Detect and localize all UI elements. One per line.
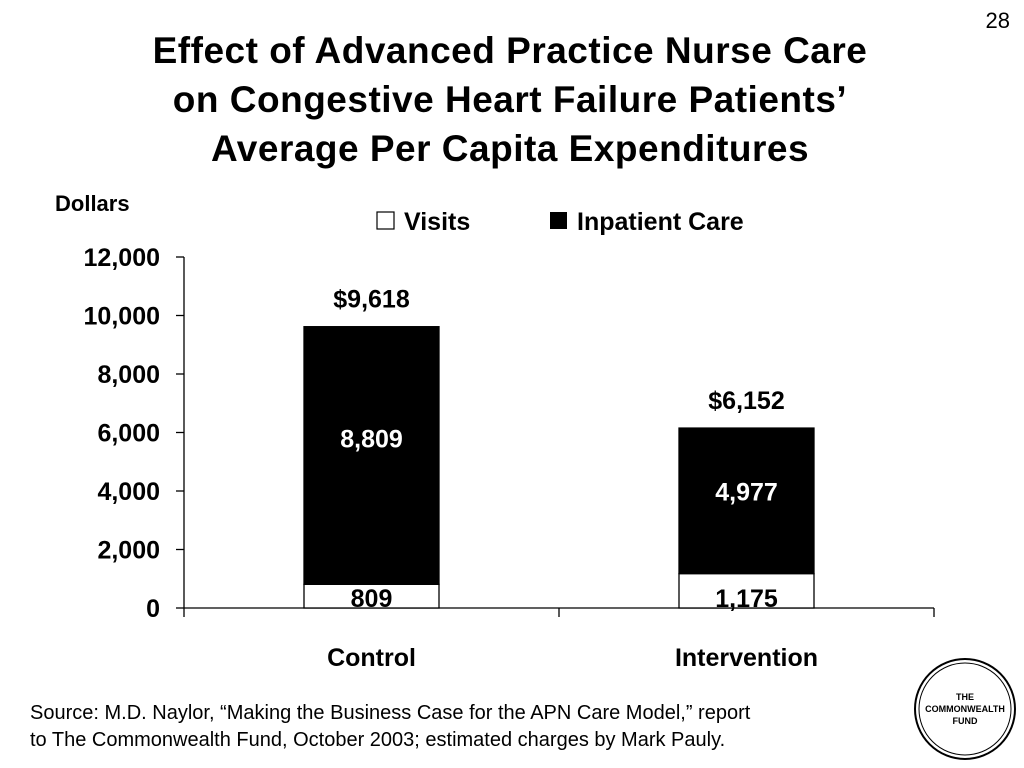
- logo-line-2: COMMONWEALTH: [925, 704, 1005, 714]
- legend: Visits Inpatient Care: [376, 208, 744, 236]
- slide-title: Effect of Advanced Practice Nurse Care o…: [40, 26, 980, 173]
- x-category-label-intervention: Intervention: [675, 644, 818, 672]
- total-label-intervention: $6,152: [708, 387, 784, 415]
- y-axis: 0 2,000 4,000 6,000 8,000 10,000 12,000: [84, 244, 185, 623]
- y-tick-label-2-000: 2,000: [97, 537, 160, 565]
- logo-line-1: THE: [956, 692, 974, 702]
- title-line-3: Average Per Capita Expenditures: [210, 128, 810, 169]
- x-category-label-control: Control: [327, 644, 416, 672]
- logo-outer-ring: [914, 658, 1016, 760]
- bar-inpatient-care-control: [303, 326, 440, 585]
- y-axis-label: Dollars: [55, 191, 130, 216]
- slide-number: 28: [985, 8, 1010, 33]
- y-tick-label-10-000: 10,000: [84, 303, 160, 331]
- data-label-inpatient-care-intervention: 4,977: [715, 479, 778, 507]
- y-tick-label-12-000: 12,000: [84, 244, 160, 272]
- logo-inner-ring: [918, 662, 1012, 756]
- legend-swatch-inpatient-care: [550, 212, 567, 229]
- title-line-1: Effect of Advanced Practice Nurse Care: [152, 30, 868, 71]
- source-line-2: to The Commonwealth Fund, October 2003; …: [30, 729, 726, 751]
- x-axis: Control Intervention: [183, 607, 935, 672]
- data-label-visits-control: 809: [351, 585, 393, 613]
- total-label-control: $9,618: [333, 286, 410, 314]
- legend-label-visits: Visits: [404, 208, 470, 236]
- stacked-bar-chart: Dollars Visits Inpatient Care 0 2,000 4,00…: [55, 191, 935, 672]
- commonwealth-fund-logo: THE COMMONWEALTH FUND: [914, 658, 1016, 760]
- source-note: Source: M.D. Naylor, “Making the Busines…: [30, 700, 750, 754]
- y-tick-label-8-000: 8,000: [97, 361, 160, 389]
- logo-line-3: FUND: [953, 716, 978, 726]
- data-label-visits-intervention: 1,175: [715, 585, 778, 613]
- legend-label-inpatient-care: Inpatient Care: [577, 208, 744, 236]
- title-line-2: on Congestive Heart Failure Patients’: [172, 79, 848, 120]
- bars: 809 8,809 $9,618 1,175 4,977 $6,152: [303, 286, 815, 613]
- y-tick-label-0: 0: [146, 595, 160, 623]
- y-tick-label-6-000: 6,000: [97, 420, 160, 448]
- source-line-1: Source: M.D. Naylor, “Making the Busines…: [30, 702, 751, 724]
- data-label-inpatient-care-control: 8,809: [340, 425, 403, 453]
- bar-inpatient-care-intervention: [678, 427, 815, 575]
- legend-swatch-visits: [376, 211, 395, 230]
- bar-visits-intervention: [678, 572, 815, 609]
- y-tick-label-4-000: 4,000: [97, 478, 160, 506]
